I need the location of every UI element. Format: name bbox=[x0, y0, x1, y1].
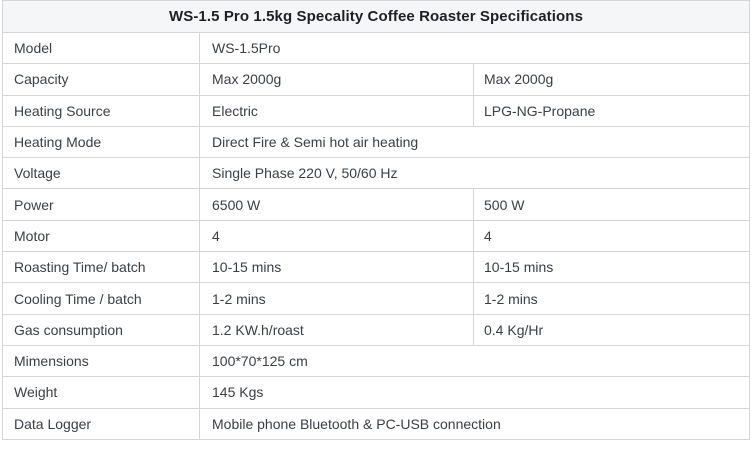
specs-table: WS-1.5 Pro 1.5kg Specality Coffee Roaste… bbox=[2, 0, 750, 440]
spec-value-cell: Mobile phone Bluetooth & PC-USB connecti… bbox=[199, 407, 750, 440]
spec-value-cell: Max 2000g bbox=[199, 63, 474, 96]
table-row: Power 6500 W 500 W bbox=[2, 188, 750, 221]
spec-label-cell: Mimensions bbox=[2, 344, 200, 378]
spec-value-cell: 10-15 mins bbox=[199, 251, 474, 284]
spec-value-cell: LPG-NG-Propane bbox=[473, 94, 750, 127]
table-row: Capacity Max 2000g Max 2000g bbox=[2, 63, 750, 96]
spec-label-cell: Gas consumption bbox=[2, 313, 200, 346]
spec-label-cell: Capacity bbox=[2, 63, 200, 96]
spec-value-cell: Max 2000g bbox=[473, 63, 750, 96]
spec-label-cell: Power bbox=[2, 188, 200, 221]
spec-value-cell: Single Phase 220 V, 50/60 Hz bbox=[199, 157, 750, 190]
spec-label-cell: Model bbox=[2, 31, 200, 65]
spec-value-cell: 500 W bbox=[473, 188, 750, 221]
table-row: Roasting Time/ batch 10-15 mins 10-15 mi… bbox=[2, 251, 750, 284]
spec-label-cell: Heating Mode bbox=[2, 125, 200, 159]
spec-value-cell: 0.4 Kg/Hr bbox=[473, 313, 750, 346]
table-row: Heating Mode Direct Fire & Semi hot air … bbox=[2, 125, 750, 159]
table-row: Mimensions 100*70*125 cm bbox=[2, 344, 750, 378]
table-row: Gas consumption 1.2 KW.h/roast 0.4 Kg/Hr bbox=[2, 313, 750, 346]
spec-label-cell: Motor bbox=[2, 219, 200, 253]
table-title-row: WS-1.5 Pro 1.5kg Specality Coffee Roaste… bbox=[2, 0, 750, 33]
spec-value-cell: Direct Fire & Semi hot air heating bbox=[199, 125, 750, 159]
table-row: Cooling Time / batch 1-2 mins 1-2 mins bbox=[2, 282, 750, 315]
spec-value-cell: 6500 W bbox=[199, 188, 474, 221]
spec-label-cell: Data Logger bbox=[2, 407, 200, 440]
spec-value-cell: 1-2 mins bbox=[473, 282, 750, 315]
table-row: Model WS-1.5Pro bbox=[2, 31, 750, 65]
spec-value-cell: 4 bbox=[473, 219, 750, 253]
spec-label-cell: Voltage bbox=[2, 157, 200, 190]
table-row: Voltage Single Phase 220 V, 50/60 Hz bbox=[2, 157, 750, 190]
spec-value-cell: 145 Kgs bbox=[199, 376, 750, 409]
spec-value-cell: WS-1.5Pro bbox=[199, 31, 750, 65]
table-title: WS-1.5 Pro 1.5kg Specality Coffee Roaste… bbox=[2, 0, 750, 33]
spec-value-cell: 1-2 mins bbox=[199, 282, 474, 315]
table-row: Heating Source Electric LPG-NG-Propane bbox=[2, 94, 750, 127]
table-row: Data Logger Mobile phone Bluetooth & PC-… bbox=[2, 407, 750, 440]
table-row: Weight 145 Kgs bbox=[2, 376, 750, 409]
spec-value-cell: 1.2 KW.h/roast bbox=[199, 313, 474, 346]
spec-label-cell: Cooling Time / batch bbox=[2, 282, 200, 315]
spec-value-cell: 100*70*125 cm bbox=[199, 344, 750, 378]
spec-label-cell: Roasting Time/ batch bbox=[2, 251, 200, 284]
spec-value-cell: 4 bbox=[199, 219, 474, 253]
spec-label-cell: Weight bbox=[2, 376, 200, 409]
spec-label-cell: Heating Source bbox=[2, 94, 200, 127]
spec-value-cell: Electric bbox=[199, 94, 474, 127]
table-row: Motor 4 4 bbox=[2, 219, 750, 253]
spec-value-cell: 10-15 mins bbox=[473, 251, 750, 284]
